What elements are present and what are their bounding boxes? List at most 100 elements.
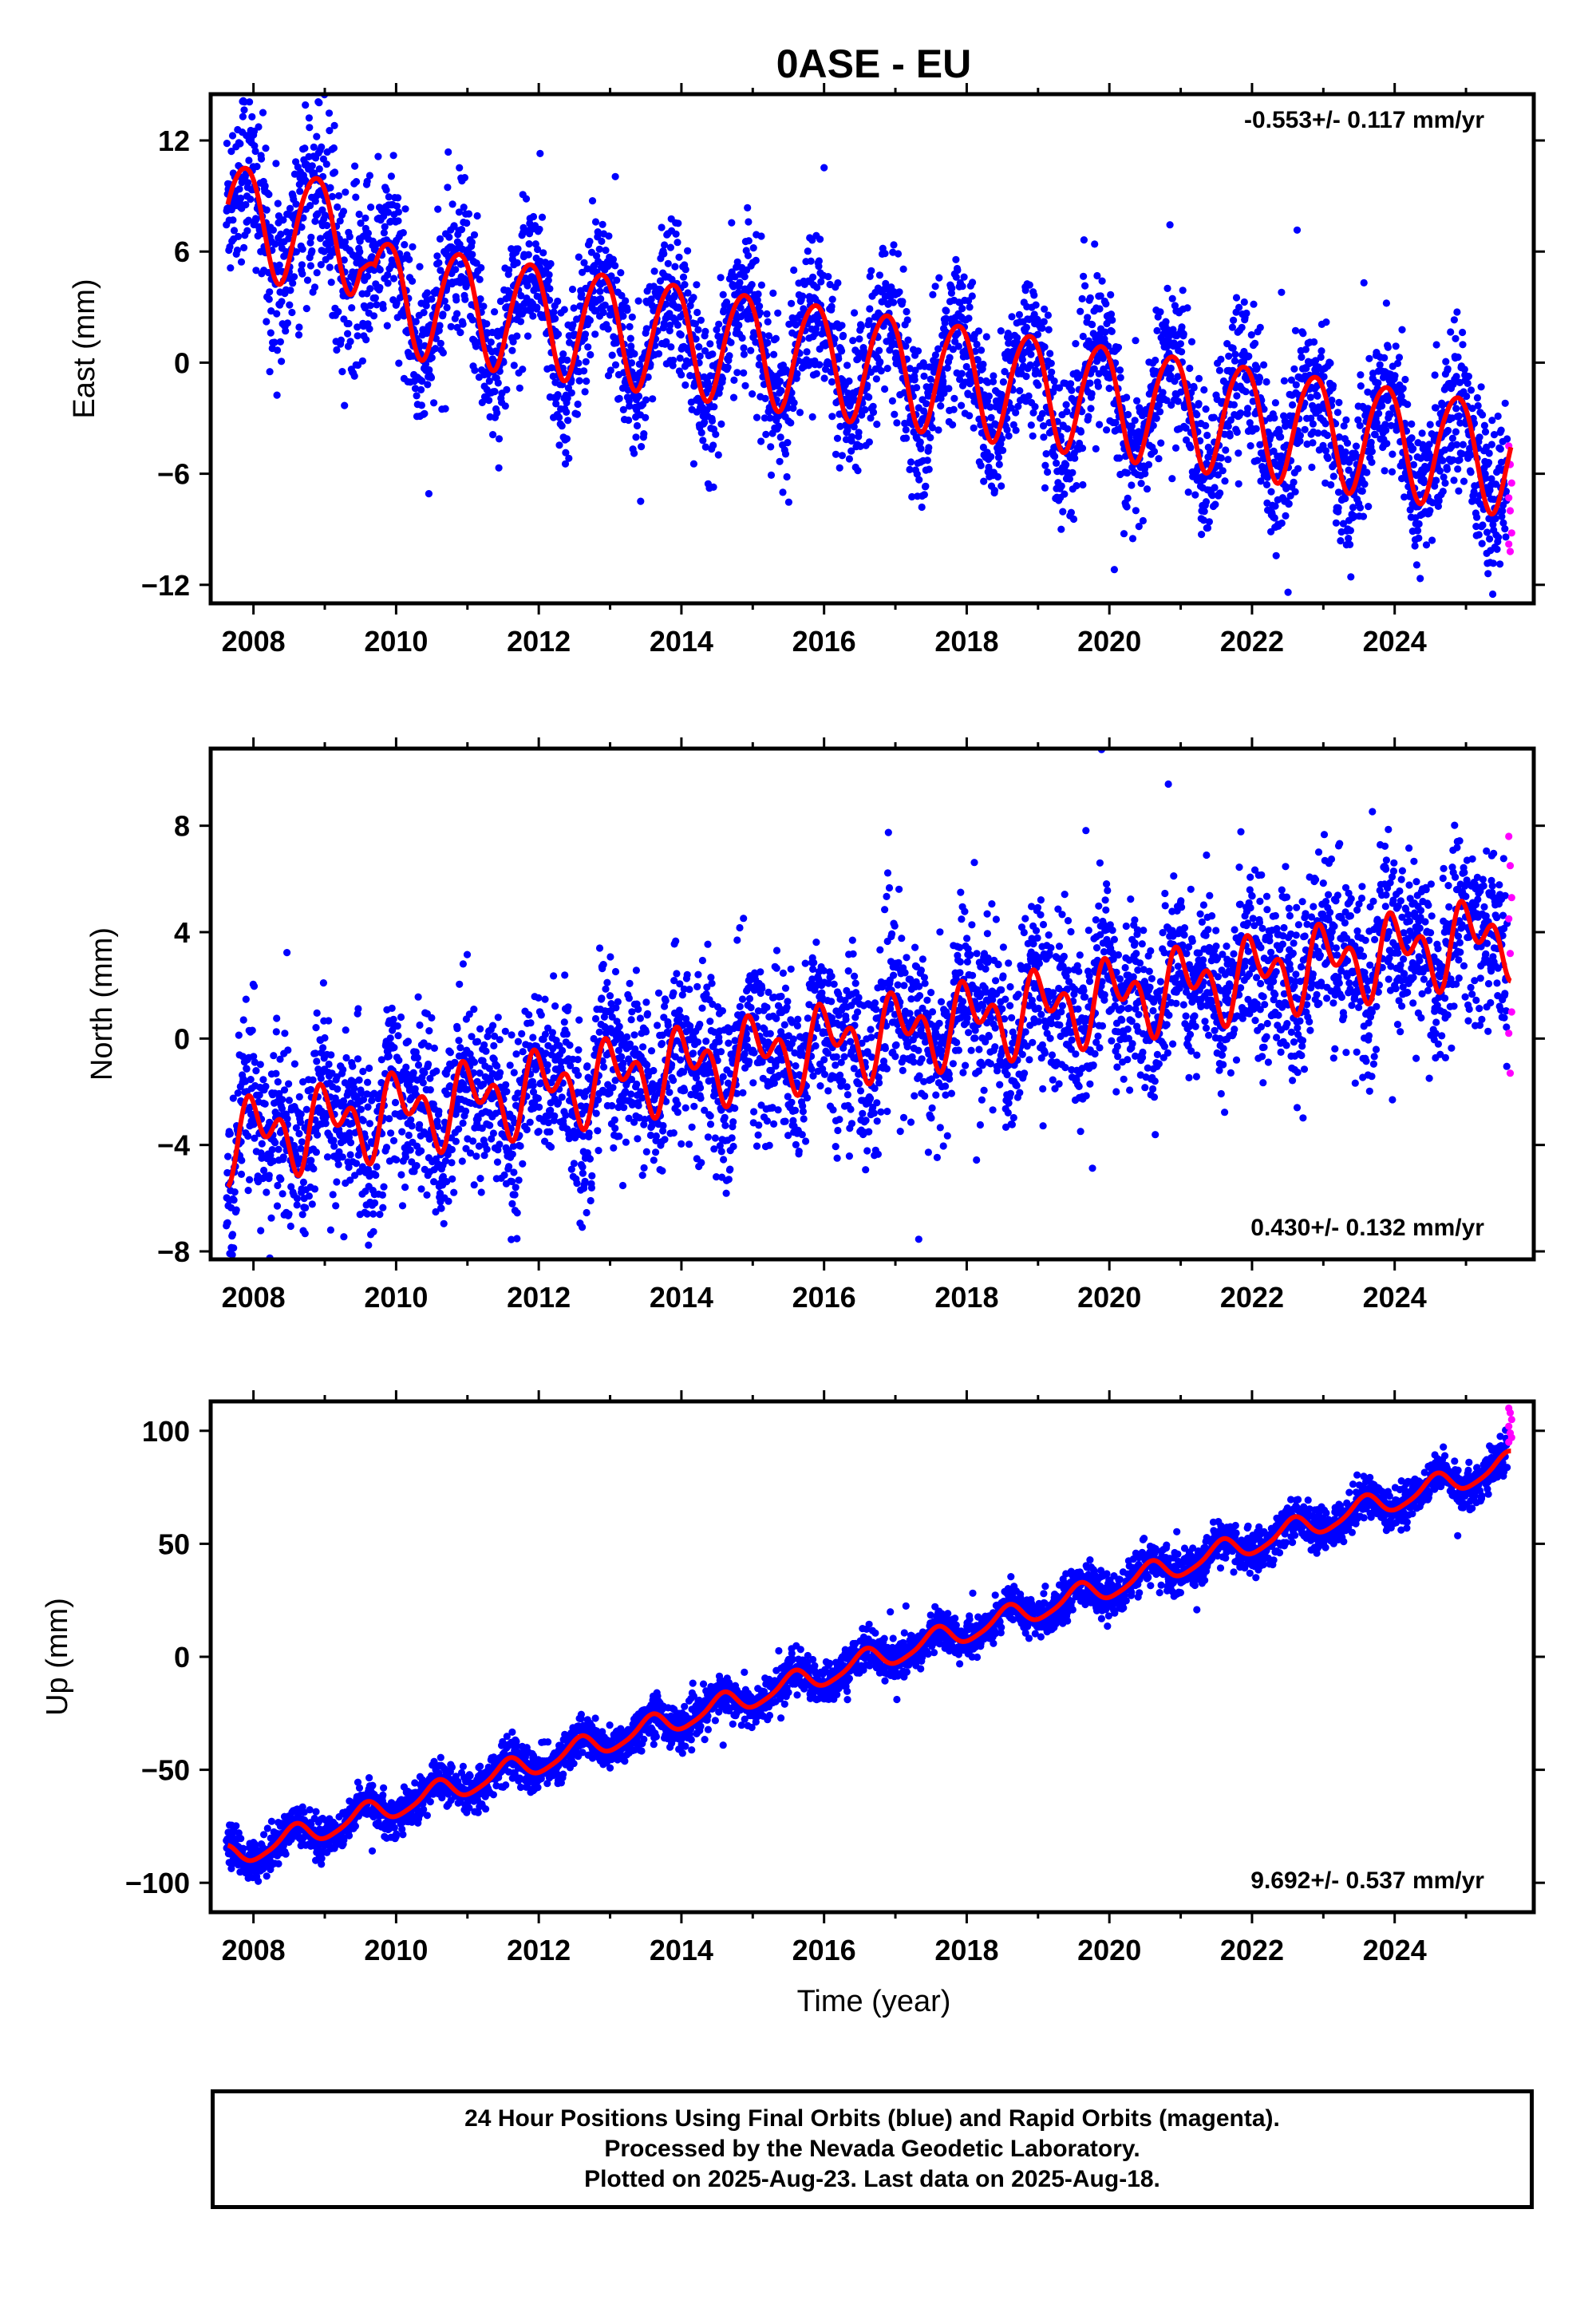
final-orbit-point: [982, 333, 990, 341]
final-orbit-point: [1224, 456, 1232, 464]
final-orbit-point: [1409, 445, 1417, 453]
final-orbit-point: [310, 1164, 318, 1173]
final-orbit-point: [1034, 381, 1042, 389]
final-orbit-point: [242, 200, 250, 209]
final-orbit-point: [559, 350, 567, 358]
final-orbit-point: [1426, 421, 1434, 429]
final-orbit-point: [1438, 401, 1447, 409]
final-orbit-point: [1107, 290, 1115, 298]
final-orbit-point: [693, 281, 701, 289]
final-orbit-point: [666, 326, 674, 334]
final-orbit-point: [999, 446, 1007, 455]
final-orbit-point: [1371, 431, 1379, 439]
final-orbit-point: [359, 1067, 367, 1076]
final-orbit-point: [326, 184, 334, 192]
final-orbit-point: [1184, 488, 1192, 496]
final-orbit-point: [869, 402, 877, 410]
final-orbit-point: [287, 1183, 295, 1191]
y-tick-label: 12: [158, 124, 190, 157]
final-orbit-point: [1243, 409, 1251, 418]
final-orbit-point: [272, 160, 280, 168]
final-orbit-point: [1467, 386, 1476, 394]
final-orbit-point: [1309, 420, 1317, 428]
final-orbit-point: [295, 323, 303, 331]
final-orbit-point: [581, 330, 590, 338]
final-orbit-point: [1487, 441, 1495, 449]
final-orbit-point: [480, 302, 488, 310]
final-orbit-point: [828, 295, 836, 303]
final-orbit-point: [346, 1176, 354, 1184]
final-orbit-point: [296, 188, 304, 196]
final-orbit-point: [674, 239, 681, 247]
final-orbit-point: [295, 1129, 303, 1138]
final-orbit-point: [578, 290, 586, 298]
final-orbit-point: [1460, 477, 1468, 485]
final-orbit-point: [377, 1056, 385, 1064]
final-orbit-point: [790, 266, 798, 275]
final-orbit-point: [1475, 531, 1483, 539]
final-orbit-point: [244, 179, 252, 187]
final-orbit-point: [679, 273, 688, 281]
final-orbit-point: [828, 377, 836, 386]
final-orbit-point: [749, 244, 757, 252]
final-orbit-point: [918, 503, 926, 512]
final-orbit-point: [437, 267, 444, 275]
final-orbit-point: [1067, 380, 1075, 388]
final-orbit-point: [1454, 465, 1462, 473]
final-orbit-point: [455, 1037, 463, 1045]
final-orbit-point: [279, 1096, 286, 1104]
final-orbit-point: [1404, 401, 1412, 409]
final-orbit-point: [1159, 330, 1167, 338]
final-orbit-point: [1202, 421, 1210, 430]
final-orbit-point: [251, 147, 259, 156]
final-orbit-point: [1428, 536, 1436, 544]
final-orbit-point: [994, 453, 1003, 461]
final-orbit-point: [476, 275, 484, 283]
final-orbit-point: [989, 377, 998, 385]
final-orbit-point: [312, 1024, 320, 1032]
final-orbit-point: [411, 1085, 419, 1093]
final-orbit-point: [1237, 409, 1245, 417]
final-orbit-point: [279, 1190, 286, 1198]
final-orbit-point: [715, 320, 723, 328]
final-orbit-point: [1374, 379, 1382, 387]
final-orbit-point: [435, 1107, 443, 1115]
final-orbit-point: [297, 1144, 305, 1152]
final-orbit-point: [903, 307, 911, 316]
final-orbit-point: [425, 1042, 433, 1050]
final-orbit-point: [437, 339, 444, 347]
final-orbit-point: [1178, 323, 1186, 331]
final-orbit-point: [1399, 385, 1407, 393]
final-orbit-point: [357, 1105, 365, 1113]
final-orbit-point: [432, 345, 440, 353]
final-orbit-point: [1131, 417, 1139, 425]
final-orbit-point: [428, 1014, 436, 1022]
final-orbit-point: [1321, 447, 1330, 455]
x-tick-label: 2014: [650, 625, 713, 658]
final-orbit-point: [757, 232, 765, 240]
final-orbit-point: [1096, 292, 1104, 300]
final-orbit-point: [1211, 500, 1219, 508]
final-orbit-point: [784, 439, 792, 447]
final-orbit-point: [242, 995, 250, 1003]
final-orbit-point: [1029, 409, 1037, 417]
final-orbit-point: [1496, 445, 1504, 453]
final-orbit-point: [1323, 431, 1331, 440]
final-orbit-point: [273, 346, 282, 354]
final-orbit-point: [1260, 405, 1268, 413]
final-orbit-point: [348, 304, 356, 312]
final-orbit-point: [302, 1203, 310, 1211]
final-orbit-point: [298, 261, 306, 269]
final-orbit-point: [465, 1010, 473, 1018]
final-orbit-point: [1123, 503, 1131, 511]
final-orbit-point: [1246, 442, 1254, 450]
final-orbit-point: [1375, 409, 1383, 417]
final-orbit-point: [555, 413, 563, 421]
final-orbit-point: [1098, 277, 1106, 285]
final-orbit-point: [485, 377, 493, 385]
final-orbit-point: [397, 1171, 405, 1179]
final-orbit-point: [473, 1037, 482, 1045]
final-orbit-point: [1472, 523, 1480, 531]
final-orbit-point: [1256, 323, 1264, 331]
final-orbit-point: [752, 256, 760, 264]
